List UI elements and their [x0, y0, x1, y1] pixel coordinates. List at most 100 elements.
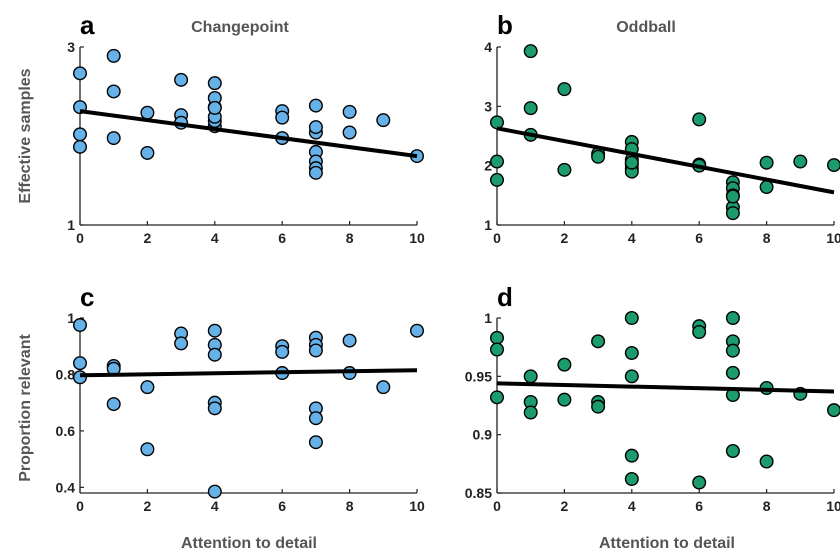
x-tick-label-d: 10 [826, 498, 840, 514]
y-tick-label-b: 1 [484, 217, 492, 233]
data-point-c [308, 435, 323, 450]
panel-title-a: Changepoint [191, 19, 289, 36]
y-tick-label-c: 0.4 [56, 479, 76, 495]
data-point-c [140, 380, 155, 395]
data-point-c [410, 323, 425, 338]
data-point-b [692, 112, 707, 127]
x-tick-label-a: 2 [144, 230, 152, 246]
data-point-a [275, 110, 290, 125]
x-tick-label-b: 6 [695, 230, 703, 246]
x-tick-label-a: 6 [278, 230, 286, 246]
panel-title-b: Oddball [616, 19, 676, 36]
data-point-a [106, 84, 121, 99]
data-point-c [207, 323, 222, 338]
data-point-a [106, 48, 121, 63]
y-tick-label-a: 1 [67, 217, 75, 233]
x-tick-label-d: 4 [628, 498, 636, 514]
data-point-c [342, 333, 357, 348]
data-point-a [72, 139, 87, 154]
data-point-d [591, 399, 606, 414]
x-tick-label-a: 0 [76, 230, 84, 246]
data-point-b [759, 180, 774, 195]
x-tick-label-a: 4 [211, 230, 219, 246]
data-point-d [557, 357, 572, 372]
data-point-d [523, 405, 538, 420]
y-tick-label-b: 3 [484, 98, 492, 114]
data-point-c [308, 343, 323, 358]
data-point-c [72, 356, 87, 371]
x-tick-label-b: 0 [493, 230, 501, 246]
data-point-c [140, 442, 155, 457]
data-point-c [207, 401, 222, 416]
data-point-a [174, 72, 189, 87]
x-tick-label-c: 6 [278, 498, 286, 514]
y-tick-label-c: 1 [67, 310, 75, 326]
data-point-a [376, 113, 391, 128]
x-tick-label-a: 8 [346, 230, 354, 246]
data-point-d [624, 448, 639, 463]
data-point-d [827, 403, 840, 418]
y-tick-label-d: 0.95 [465, 368, 492, 384]
fit-line-c [79, 368, 418, 378]
y-axis-label-bottom: Proportion relevant [17, 334, 34, 482]
data-point-a [308, 165, 323, 180]
data-point-d [759, 454, 774, 469]
panel-letter-c: c [80, 282, 94, 312]
panel-letter-b: b [497, 10, 513, 40]
panel-a: 0 2 4 6 8 10 1 3a Changepoint [67, 10, 425, 246]
data-point-a [72, 66, 87, 81]
data-point-a [140, 105, 155, 120]
y-tick-label-a: 3 [67, 39, 75, 55]
data-point-c [72, 370, 87, 385]
data-point-d [624, 369, 639, 384]
fit-line-b [496, 126, 835, 195]
data-point-a [207, 76, 222, 91]
x-tick-label-c: 10 [409, 498, 425, 514]
data-point-d [624, 346, 639, 361]
data-point-c [106, 397, 121, 412]
data-point-a [308, 98, 323, 113]
fit-line-d [496, 381, 835, 394]
data-point-d [490, 330, 505, 345]
data-point-c [72, 318, 87, 333]
y-axis-label-top: Effective samples [17, 68, 34, 203]
y-tick-label-d: 1 [484, 310, 492, 326]
x-tick-label-a: 10 [409, 230, 425, 246]
y-tick-label-c: 0.8 [56, 366, 76, 382]
data-point-d [523, 369, 538, 384]
data-point-a [207, 100, 222, 115]
fit-line-a [79, 109, 418, 159]
data-point-b [523, 44, 538, 59]
data-point-c [174, 336, 189, 351]
y-tick-label-d: 0.9 [473, 427, 493, 443]
data-point-d [557, 392, 572, 407]
x-tick-label-d: 2 [561, 498, 569, 514]
data-point-b [557, 162, 572, 177]
data-point-b [827, 158, 840, 173]
panel-letter-a: a [80, 10, 95, 40]
data-point-d [692, 475, 707, 490]
data-point-d [490, 342, 505, 357]
data-point-a [72, 127, 87, 142]
x-tick-label-b: 2 [561, 230, 569, 246]
data-point-b [490, 115, 505, 130]
x-tick-label-b: 10 [826, 230, 840, 246]
x-tick-label-b: 8 [763, 230, 771, 246]
data-point-b [490, 172, 505, 187]
data-point-d [725, 343, 740, 358]
data-point-a [342, 125, 357, 140]
y-tick-label-b: 4 [484, 39, 492, 55]
x-tick-label-c: 8 [346, 498, 354, 514]
y-tick-label-c: 0.6 [56, 423, 76, 439]
data-point-b [557, 82, 572, 97]
data-point-a [140, 145, 155, 160]
panel-c: 0 2 4 6 8 10 0.4 0.6 0.8 1c [56, 282, 425, 514]
x-tick-label-d: 8 [763, 498, 771, 514]
data-point-c [275, 344, 290, 359]
x-tick-label-d: 6 [695, 498, 703, 514]
data-point-d [624, 311, 639, 326]
data-point-b [793, 154, 808, 169]
